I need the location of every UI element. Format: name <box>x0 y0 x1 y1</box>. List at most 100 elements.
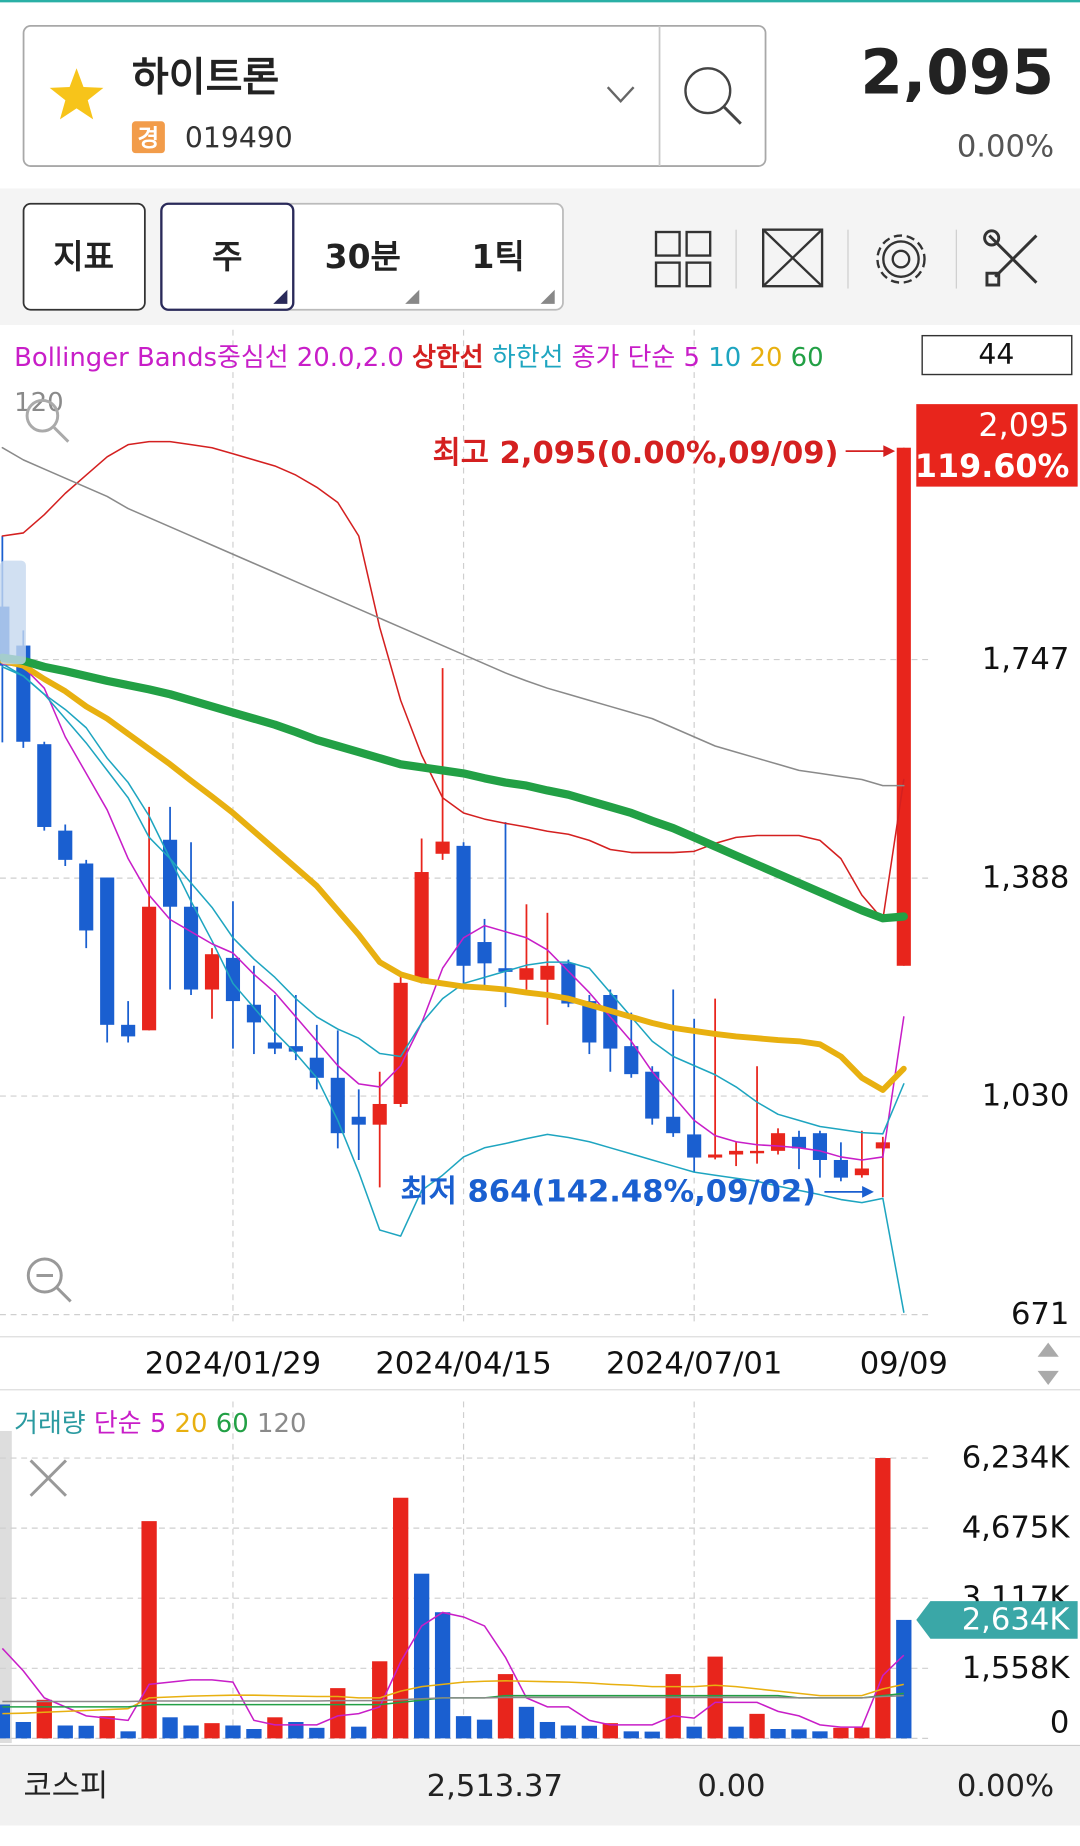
x-tick-label: 09/09 <box>860 1346 948 1381</box>
legend-entry: 60 <box>791 343 824 373</box>
volume-bar <box>120 1731 136 1739</box>
candle-body <box>330 1077 345 1134</box>
search-icon[interactable] <box>684 67 732 115</box>
candle-body <box>708 1154 723 1158</box>
settings-icon[interactable] <box>876 234 926 284</box>
dropdown-chevron[interactable] <box>606 86 635 104</box>
zoom-out[interactable] <box>26 1257 72 1303</box>
volume-bar <box>518 1706 535 1739</box>
legend-entry: 120 <box>14 388 63 418</box>
candle-body <box>749 1150 765 1154</box>
index-change-pct: 0.00% <box>957 1769 1054 1804</box>
candle-body <box>204 954 220 990</box>
volume-bar <box>728 1726 744 1739</box>
candle-body <box>519 968 534 980</box>
fullscreen-icon[interactable] <box>762 228 824 288</box>
volume-bar <box>162 1717 178 1739</box>
volume-bar <box>644 1731 660 1739</box>
legend-entry: 20 <box>749 343 782 373</box>
count-box[interactable] <box>921 334 1073 376</box>
legend-entry: 5 <box>150 1409 166 1439</box>
volume-bar <box>78 1725 94 1739</box>
stock-name: 하이트론 <box>132 55 279 101</box>
candle-body <box>414 872 429 981</box>
volume-title: 거래량 <box>14 1409 86 1439</box>
x-tick-label: 2024/01/29 <box>145 1346 321 1381</box>
volume-bar <box>183 1725 199 1739</box>
close-volume[interactable] <box>29 1459 67 1497</box>
candle-body <box>477 942 492 964</box>
market-badge-bg <box>131 121 165 154</box>
candle-body <box>687 1134 702 1158</box>
legend-entry: 60 <box>216 1409 249 1439</box>
candle-body <box>729 1150 744 1155</box>
volume-badge <box>916 1601 1078 1639</box>
candle-body <box>309 1057 324 1078</box>
top-accent <box>0 0 1080 3</box>
period-selected[interactable] <box>160 202 295 311</box>
legend-ma-label: 종가 단순 <box>572 343 676 373</box>
price-badge-label: 2,095 <box>978 407 1069 444</box>
candle-body <box>791 1136 807 1149</box>
y-tick-label: 0 <box>1050 1706 1069 1741</box>
candle-body <box>79 863 94 931</box>
legend-entry: 상한선 <box>412 343 484 373</box>
scroll-arrows[interactable] <box>1037 1342 1059 1386</box>
period-week[interactable]: 주 <box>212 237 242 276</box>
volume-legend: 거래량 단순 5 20 60 120 <box>14 1409 306 1439</box>
side-handle[interactable] <box>0 560 26 665</box>
volume-bar <box>497 1674 514 1739</box>
volume-bar <box>393 1497 409 1739</box>
period-1tick[interactable]: 1틱 <box>472 237 525 276</box>
volume-bar <box>267 1717 283 1739</box>
candle-body <box>246 1004 261 1023</box>
volume-bar <box>749 1713 765 1739</box>
volume-bar <box>875 1458 891 1739</box>
indicator-line <box>0 653 908 923</box>
stock-code: 019490 <box>185 121 293 154</box>
candle-body <box>812 1133 828 1160</box>
indicator-line <box>1 446 905 787</box>
volume-side-strip <box>0 1430 12 1744</box>
layout-icon[interactable] <box>654 230 712 288</box>
volume-bar <box>602 1723 618 1739</box>
y-tick-label: 1,030 <box>982 1079 1070 1114</box>
candle-body <box>875 1142 890 1149</box>
y-tick-label: 671 <box>1011 1297 1069 1332</box>
low-annotation: 최저 864(142.48%,09/02) <box>401 1174 817 1209</box>
volume-bar <box>665 1674 681 1739</box>
index-change: 0.00 <box>697 1769 765 1804</box>
candle-body <box>540 965 555 980</box>
candle-body <box>225 957 241 1002</box>
candle-body <box>351 1116 366 1125</box>
volume-bar <box>99 1716 115 1739</box>
volume-ma-line <box>2 1680 904 1715</box>
indicator-line <box>1 663 905 1313</box>
indicator-label: 지표 <box>53 237 114 276</box>
favorite-star[interactable] <box>49 68 104 120</box>
candle-body <box>833 1159 848 1178</box>
y-tick-label: 4,675K <box>962 1511 1071 1546</box>
market-badge: 경 <box>138 124 160 152</box>
zoom-in[interactable] <box>25 398 70 443</box>
volume-bar <box>896 1619 912 1739</box>
candle-body <box>58 830 73 860</box>
volume-bar <box>204 1723 220 1739</box>
price-change: 0.00% <box>957 130 1054 165</box>
y-tick-label: 1,558K <box>962 1651 1071 1686</box>
period-30min[interactable]: 30분 <box>325 237 401 276</box>
indicator-button[interactable] <box>22 202 146 311</box>
volume-bar <box>351 1726 367 1739</box>
volume-bar <box>854 1727 870 1739</box>
candle-body <box>100 877 115 1025</box>
candle-body <box>121 1024 136 1037</box>
stock-selector[interactable] <box>22 25 767 167</box>
y-tick-label: 1,747 <box>982 642 1070 677</box>
volume-bar <box>833 1727 849 1739</box>
volume-ma-line <box>1 1611 905 1728</box>
volume-bar <box>434 1612 451 1739</box>
tools-icon[interactable] <box>983 229 1038 287</box>
visible-count: 44 <box>978 338 1014 371</box>
volume-bar <box>36 1699 52 1739</box>
